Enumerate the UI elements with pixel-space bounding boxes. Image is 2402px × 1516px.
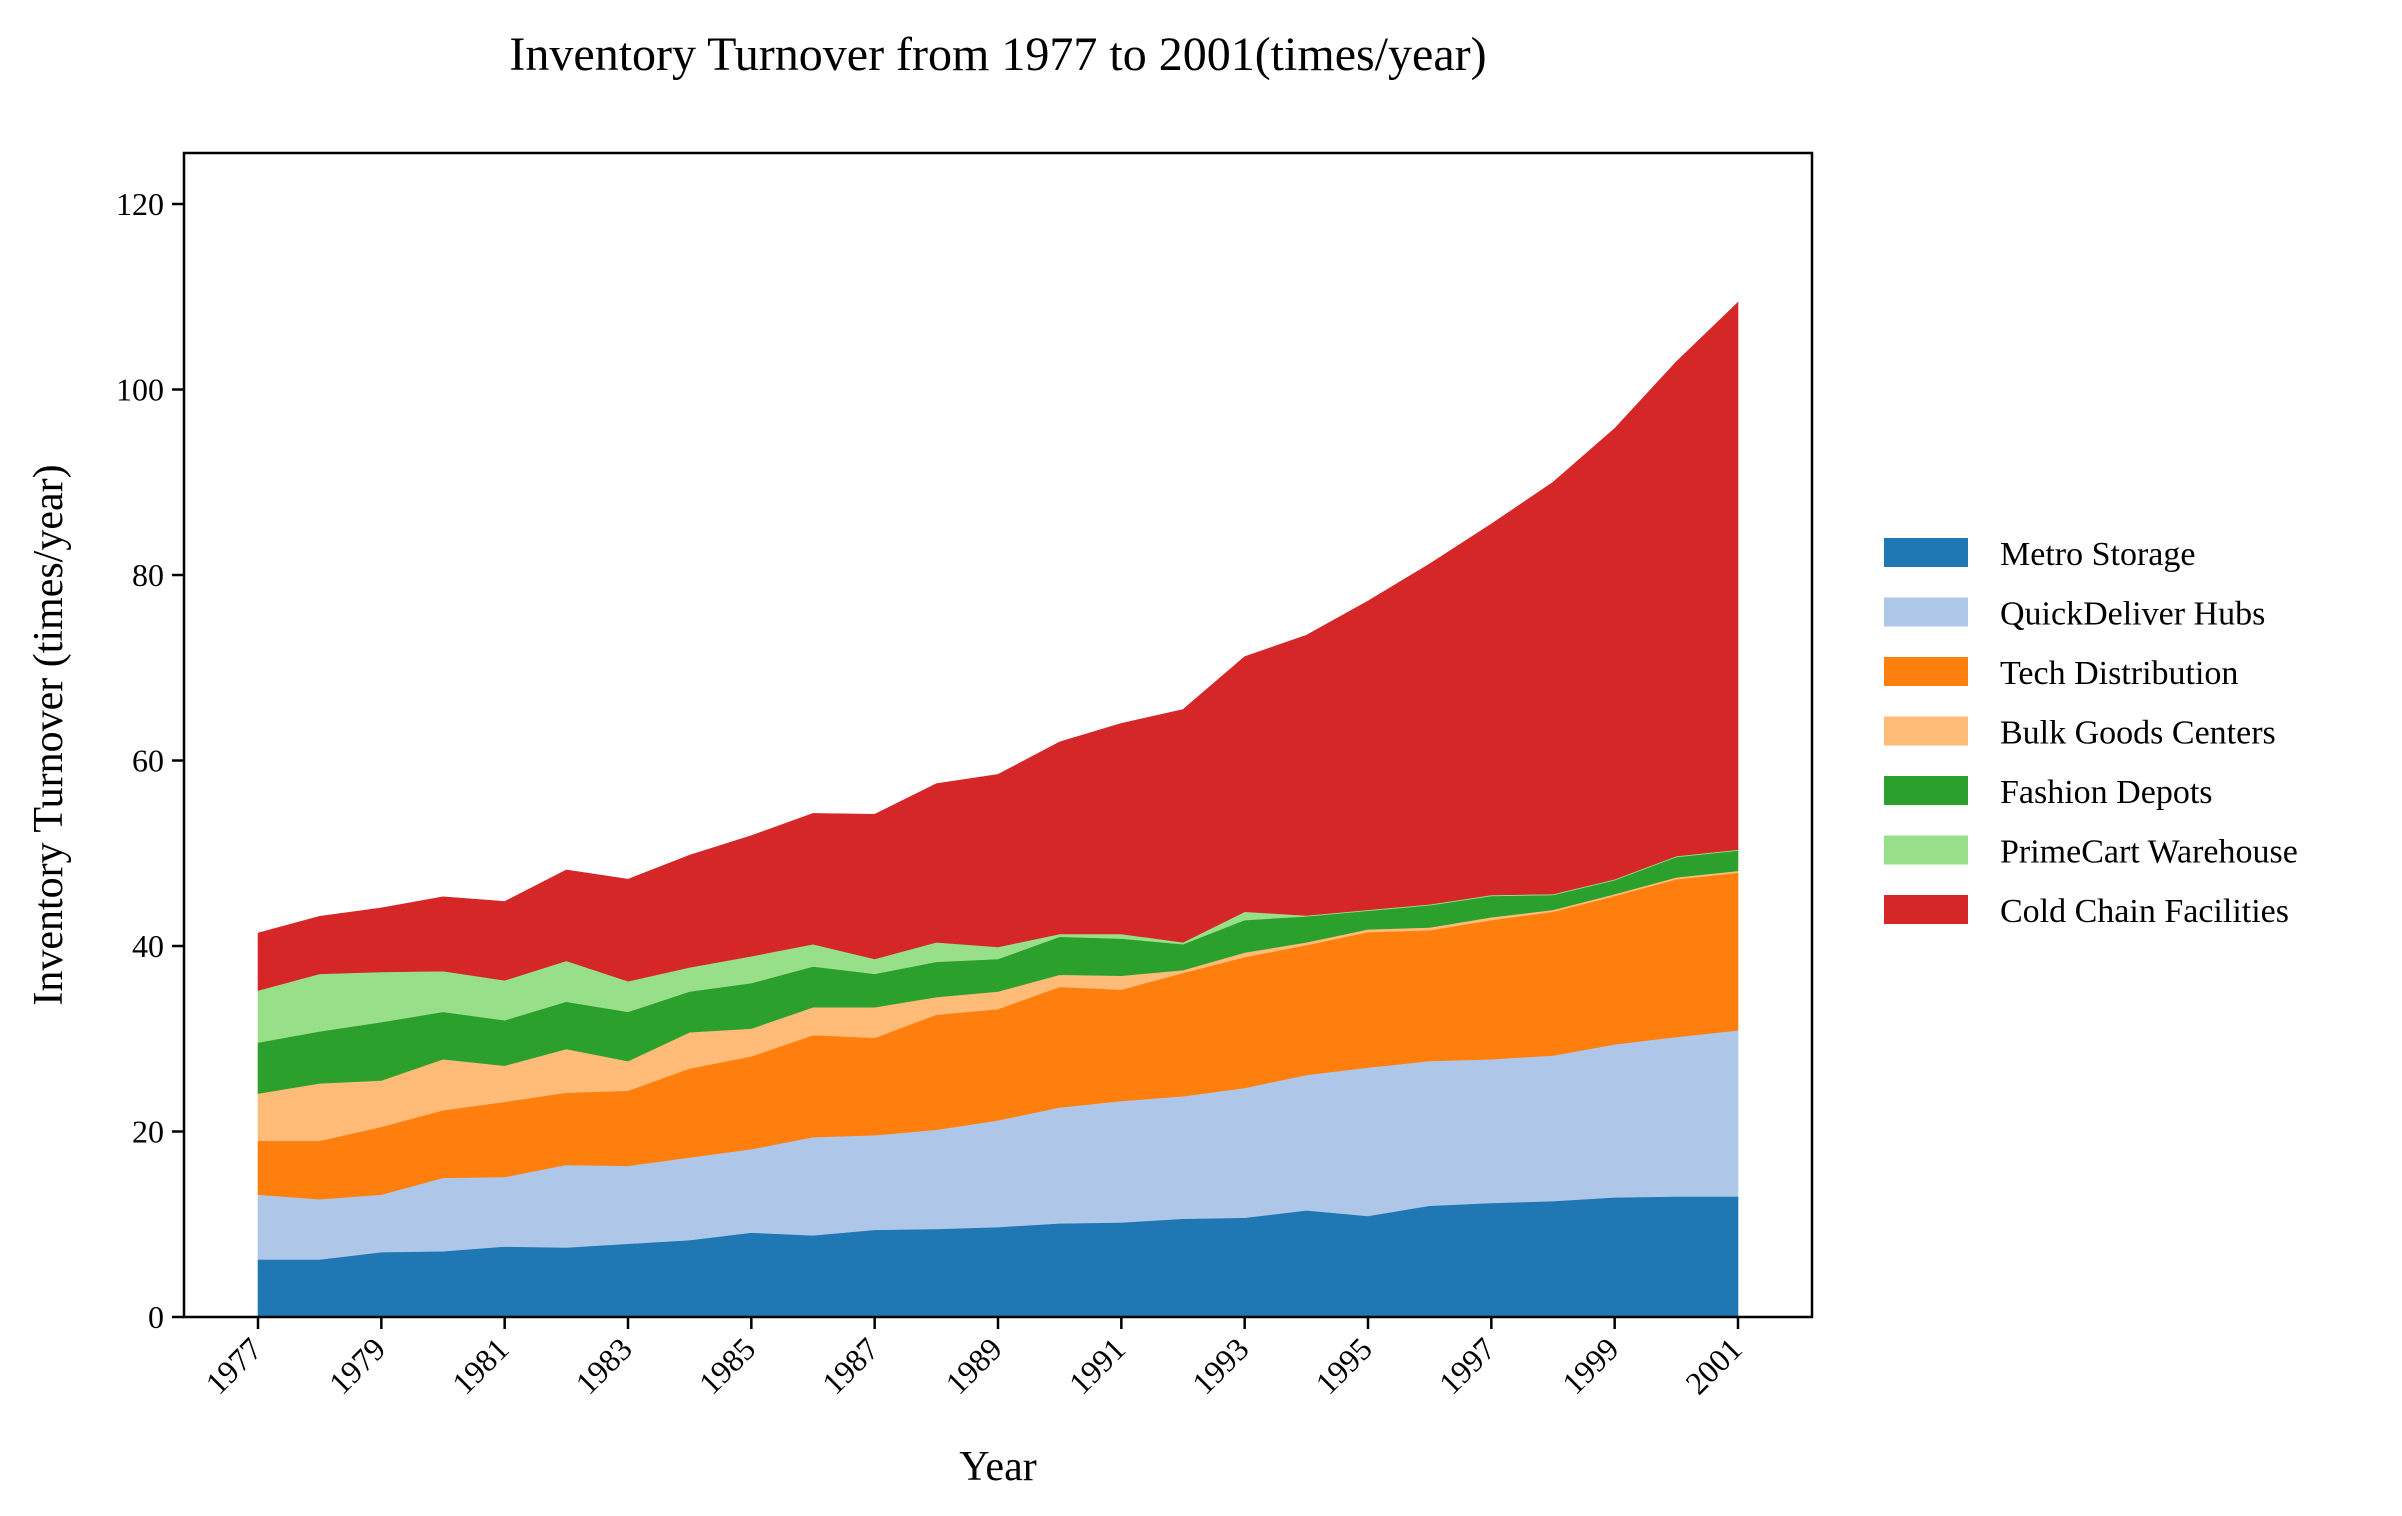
x-axis-ticks: 1977 1979 1981 1983 1985 1987 1989 1991 1993 1995… <box>198 1317 1749 1401</box>
x-tick-label: 1993 <box>1185 1330 1256 1401</box>
legend-swatch <box>1884 835 1968 865</box>
x-tick-label: 1981 <box>445 1330 516 1401</box>
x-tick-label: 1997 <box>1432 1330 1503 1401</box>
y-tick-label: 20 <box>132 1114 164 1150</box>
y-tick-label: 40 <box>132 928 164 964</box>
x-tick-label: 1979 <box>322 1330 393 1401</box>
legend-swatch <box>1884 895 1968 924</box>
y-tick-label: 100 <box>116 372 164 408</box>
legend-label: Cold Chain Facilities <box>2000 893 2289 930</box>
y-tick-label: 0 <box>148 1299 164 1335</box>
x-tick-label: 1987 <box>815 1330 886 1401</box>
legend-item-quickdeliver-hubs: QuickDeliver Hubs <box>1884 596 2265 633</box>
legend-label: Metro Storage <box>2000 536 2195 573</box>
y-tick-label: 120 <box>116 186 164 222</box>
legend-label: Fashion Depots <box>2000 774 2213 811</box>
legend-swatch <box>1884 716 1968 746</box>
legend-item-tech-distribution: Tech Distribution <box>1884 655 2238 692</box>
legend-item-fashion-depots: Fashion Depots <box>1884 774 2213 811</box>
x-tick-label: 1989 <box>938 1330 1009 1401</box>
x-tick-label: 1985 <box>692 1330 763 1401</box>
x-tick-label: 1999 <box>1555 1330 1626 1401</box>
legend-swatch <box>1884 597 1968 627</box>
x-tick-label: 1995 <box>1308 1330 1379 1401</box>
chart-title: Inventory Turnover from 1977 to 2001(tim… <box>509 28 1486 81</box>
area-series-group <box>257 301 1739 1318</box>
y-axis-ticks: 0 20 40 60 80 100 120 <box>116 186 184 1335</box>
y-tick-label: 60 <box>132 743 164 779</box>
legend-label: PrimeCart Warehouse <box>2000 834 2298 871</box>
legend-swatch <box>1884 538 1968 567</box>
legend-label: Tech Distribution <box>2000 655 2238 692</box>
legend-label: QuickDeliver Hubs <box>2000 596 2265 633</box>
x-tick-label: 1991 <box>1062 1330 1133 1401</box>
legend-item-metro-storage: Metro Storage <box>1884 536 2195 573</box>
legend-swatch <box>1884 776 1968 805</box>
legend-swatch <box>1884 657 1968 686</box>
legend-item-primecart-warehouse: PrimeCart Warehouse <box>1884 834 2298 871</box>
x-tick-label: 2001 <box>1678 1330 1749 1401</box>
legend-item-cold-chain-facilities: Cold Chain Facilities <box>1884 893 2289 930</box>
y-tick-label: 80 <box>132 557 164 593</box>
x-tick-label: 1983 <box>568 1330 639 1401</box>
x-axis-label: Year <box>959 1444 1036 1490</box>
x-tick-label: 1977 <box>198 1330 269 1401</box>
area-cold-chain-facilities <box>257 301 1739 991</box>
legend-label: Bulk Goods Centers <box>2000 715 2276 752</box>
y-axis-label: Inventory Turnover (times/year) <box>26 464 72 1005</box>
legend-item-bulk-goods-centers: Bulk Goods Centers <box>1884 715 2276 752</box>
legend: Metro Storage QuickDeliver Hubs Tech Distr… <box>1884 536 2298 930</box>
